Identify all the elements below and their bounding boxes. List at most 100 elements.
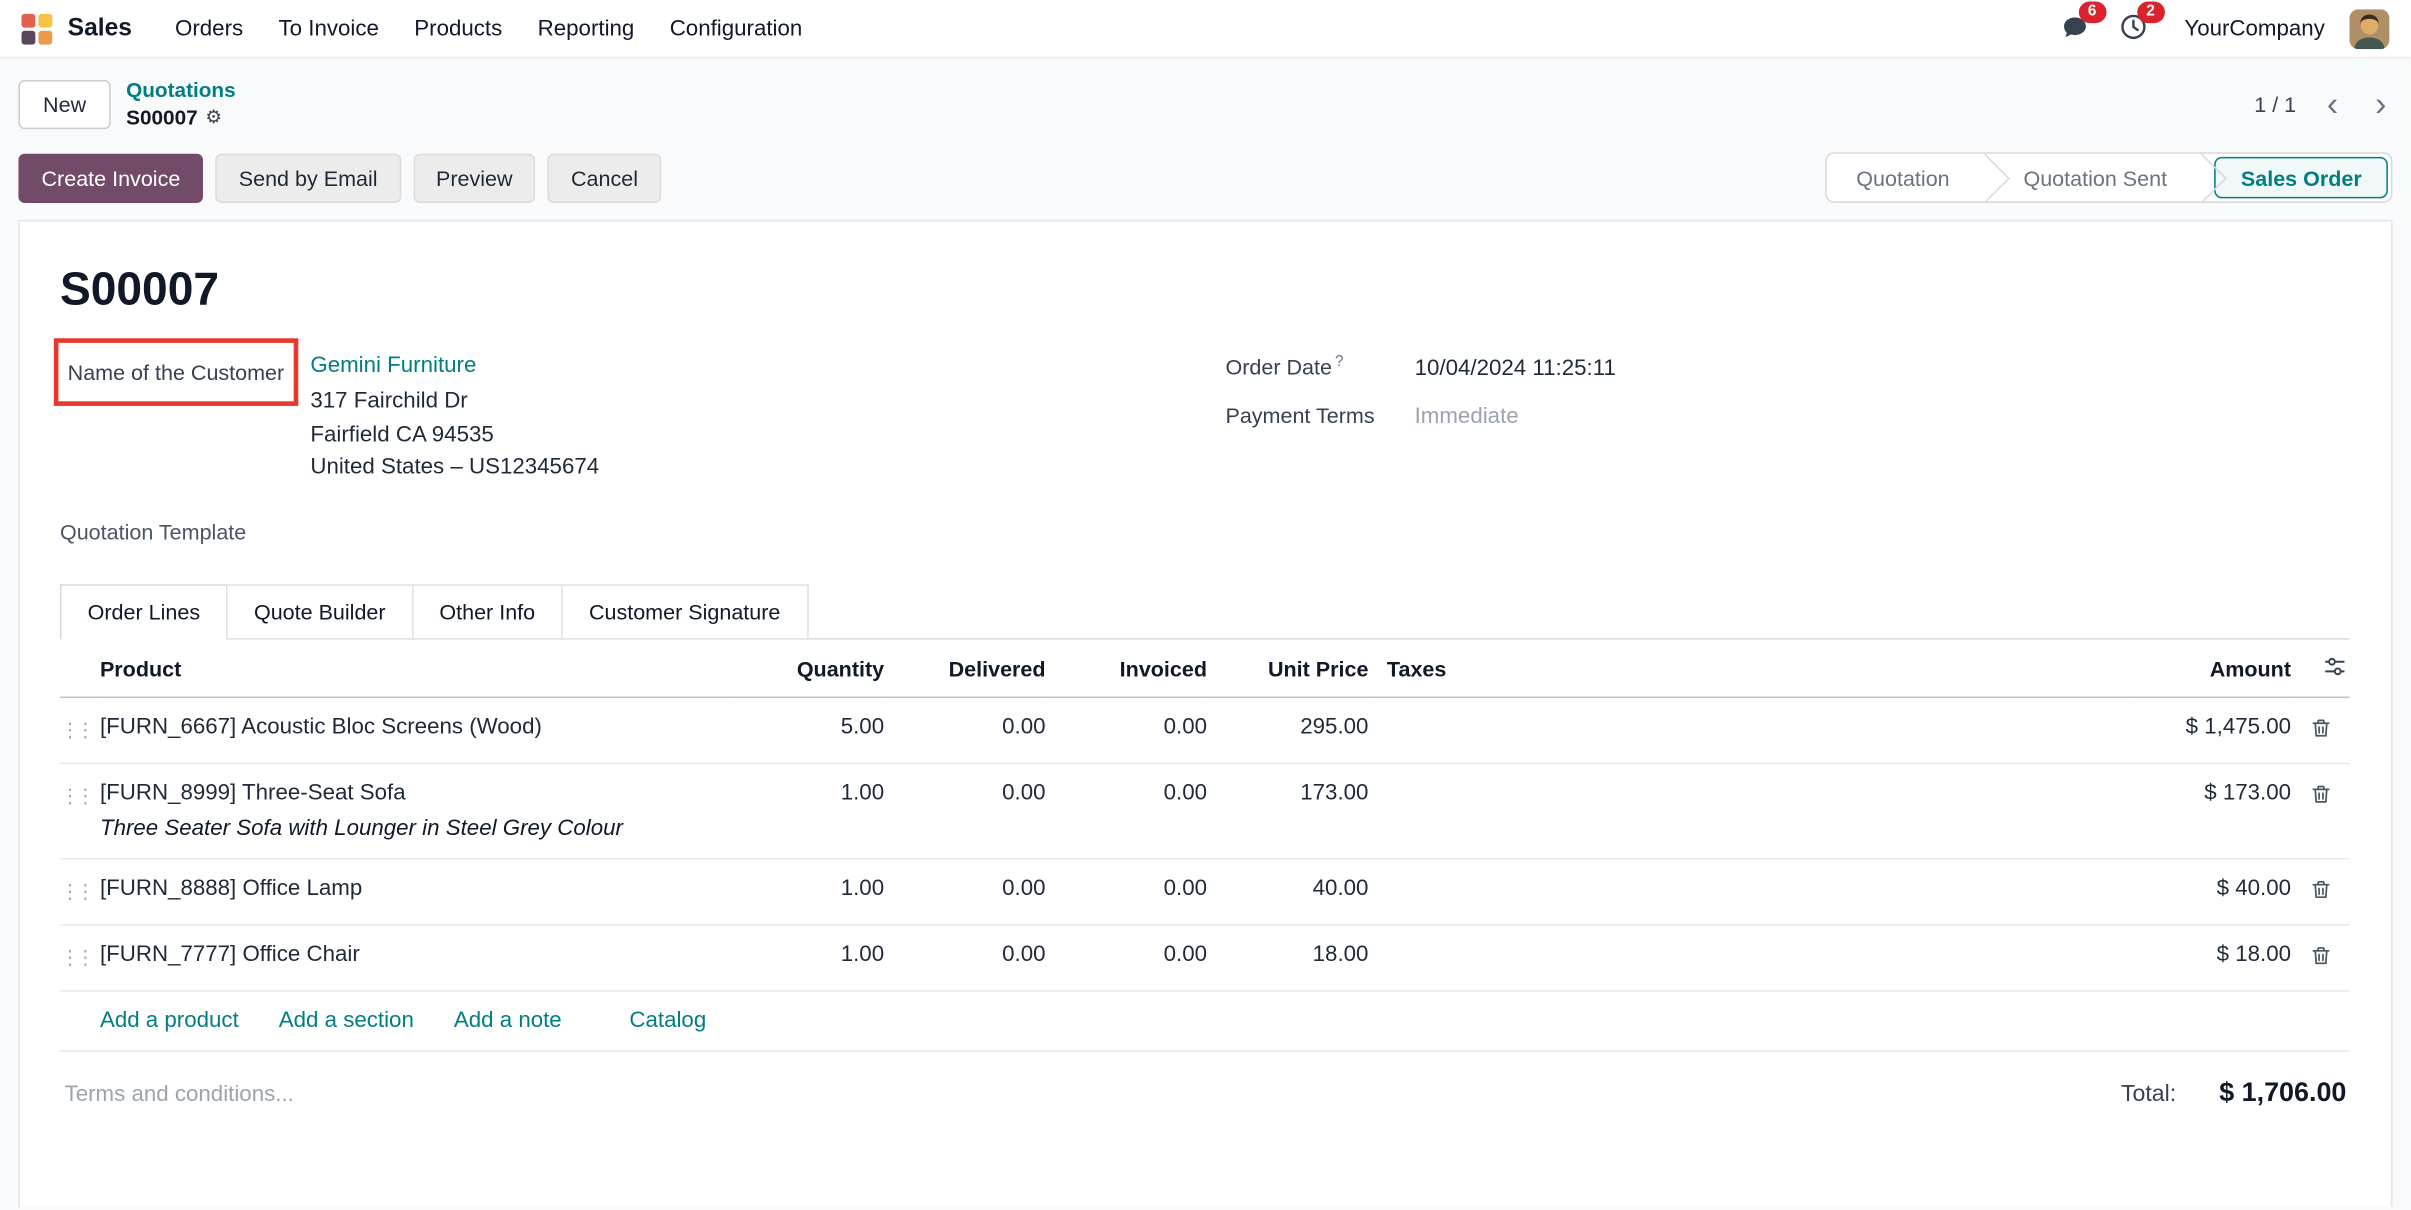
product-name[interactable]: [FURN_8999] Three-Seat Sofa [100,780,730,805]
sheet-wrap: S00007 Name of the Customer Gemini Furni… [0,220,2411,1207]
delete-row-icon[interactable] [2309,714,2332,745]
optional-columns-icon[interactable] [2323,654,2349,682]
create-invoice-button[interactable]: Create Invoice [18,153,203,202]
pager-previous-icon[interactable]: ‹ [2321,88,2345,122]
taxes-cell[interactable] [1368,924,2131,990]
payment-terms-value[interactable]: Immediate [1415,404,1519,429]
taxes-cell[interactable] [1368,763,2131,858]
status-step-quotation-sent[interactable]: Quotation Sent [1994,154,2196,202]
preview-button[interactable]: Preview [413,153,536,202]
unit-price-cell[interactable]: 173.00 [1207,763,1368,858]
product-name[interactable]: [FURN_7777] Office Chair [100,942,730,967]
delivered-cell[interactable]: 0.00 [884,763,1045,858]
product-name[interactable]: [FURN_8888] Office Lamp [100,876,730,901]
delete-row-icon[interactable] [2309,876,2332,907]
invoiced-cell[interactable]: 0.00 [1046,697,1207,763]
app-window: Sales Orders To Invoice Products Reporti… [0,0,2411,1210]
total-label: Total: [2121,1080,2176,1106]
user-avatar[interactable] [2349,8,2389,48]
form-columns: Name of the Customer Gemini Furniture 31… [60,338,2349,485]
company-switcher[interactable]: YourCompany [2184,16,2324,41]
status-step-sales-order[interactable]: Sales Order [2215,157,2388,199]
order-lines-table: Product Quantity Delivered Invoiced Unit… [60,639,2349,991]
col-header-quantity[interactable]: Quantity [730,639,884,697]
activities-button[interactable]: 2 [2117,12,2151,46]
activities-badge: 2 [2137,1,2165,23]
customer-name-link[interactable]: Gemini Furniture [310,354,599,379]
apps-icon-square [38,13,52,27]
taxes-cell[interactable] [1368,858,2131,924]
delivered-cell[interactable]: 0.00 [884,858,1045,924]
notebook-tabs: Order Lines Quote Builder Other Info Cus… [60,584,2349,639]
unit-price-cell[interactable]: 40.00 [1207,858,1368,924]
product-name[interactable]: [FURN_6667] Acoustic Bloc Screens (Wood) [100,714,730,739]
terms-and-conditions-input[interactable]: Terms and conditions... [60,1082,294,1107]
tab-customer-signature[interactable]: Customer Signature [561,584,808,639]
col-header-product[interactable]: Product [100,639,730,697]
delete-row-icon[interactable] [2309,942,2332,973]
add-product-link[interactable]: Add a product [100,1008,239,1033]
invoiced-cell[interactable]: 0.00 [1046,763,1207,858]
invoiced-cell[interactable]: 0.00 [1046,858,1207,924]
quantity-cell[interactable]: 5.00 [730,697,884,763]
table-row[interactable]: ⋮⋮ [FURN_6667] Acoustic Bloc Screens (Woo… [60,697,2349,763]
delete-row-icon[interactable] [2309,780,2332,811]
quotation-template-label[interactable]: Quotation Template [60,519,2349,544]
address-line: 317 Fairchild Dr [310,386,599,419]
navbar-systray: 6 2 YourCompany [2058,8,2389,48]
help-icon[interactable]: ? [1335,354,1344,371]
pager-next-icon[interactable]: › [2369,88,2393,122]
status-step-quotation[interactable]: Quotation [1827,154,1979,202]
tab-order-lines[interactable]: Order Lines [60,584,228,639]
menu-products[interactable]: Products [414,16,502,41]
new-button[interactable]: New [18,80,110,129]
table-row[interactable]: ⋮⋮[FURN_7777] Office Chair1.000.000.0018… [60,924,2349,990]
col-header-invoiced[interactable]: Invoiced [1046,639,1207,697]
taxes-cell[interactable] [1368,697,2131,763]
add-section-link[interactable]: Add a section [279,1008,414,1033]
add-note-link[interactable]: Add a note [454,1008,562,1033]
table-row[interactable]: ⋮⋮ [FURN_8999] Three-Seat Sofa Three Seate… [60,763,2349,858]
quantity-cell[interactable]: 1.00 [730,858,884,924]
drag-handle-icon[interactable]: ⋮⋮ [60,876,91,904]
cancel-button[interactable]: Cancel [548,153,661,202]
pager: 1 / 1 ‹ › [2254,88,2392,122]
breadcrumb-quotations-link[interactable]: Quotations [126,78,236,105]
delivered-cell[interactable]: 0.00 [884,924,1045,990]
drag-handle-icon[interactable]: ⋮⋮ [60,942,91,970]
app-name[interactable]: Sales [68,15,132,43]
quantity-cell[interactable]: 1.00 [730,763,884,858]
order-date-value[interactable]: 10/04/2024 11:25:11 [1415,356,1616,381]
unit-price-cell[interactable]: 18.00 [1207,924,1368,990]
page-title: S00007 [60,264,2349,316]
product-description[interactable]: Three Seater Sofa with Lounger in Steel … [100,816,730,841]
gear-icon[interactable]: ⚙ [205,106,222,130]
invoiced-cell[interactable]: 0.00 [1046,924,1207,990]
menu-configuration[interactable]: Configuration [670,16,803,41]
tab-other-info[interactable]: Other Info [412,584,563,639]
quantity-cell[interactable]: 1.00 [730,924,884,990]
drag-handle-icon[interactable]: ⋮⋮ [60,780,91,808]
menu-orders[interactable]: Orders [175,16,243,41]
col-header-unit-price[interactable]: Unit Price [1207,639,1368,697]
statusbar: Quotation Quotation Sent Sales Order [1826,152,2393,203]
catalog-link[interactable]: Catalog [629,1008,706,1033]
drag-handle-icon[interactable]: ⋮⋮ [60,714,91,742]
order-date-field: Order Date? 10/04/2024 11:25:11 [1225,354,2349,381]
delivered-cell[interactable]: 0.00 [884,697,1045,763]
unit-price-cell[interactable]: 295.00 [1207,697,1368,763]
menu-to-invoice[interactable]: To Invoice [279,16,379,41]
col-header-delivered[interactable]: Delivered [884,639,1045,697]
send-by-email-button[interactable]: Send by Email [216,153,401,202]
messages-button[interactable]: 6 [2058,12,2092,46]
tab-quote-builder[interactable]: Quote Builder [226,584,413,639]
control-panel: New Quotations S00007 ⚙ 1 / 1 ‹ › Create… [0,58,2411,219]
col-header-amount[interactable]: Amount [2131,639,2291,697]
table-row[interactable]: ⋮⋮[FURN_8888] Office Lamp1.000.000.0040.… [60,858,2349,924]
action-row: Create Invoice Send by Email Preview Can… [18,152,2392,203]
customer-label-highlight-box: Name of the Customer [54,338,298,406]
customer-address: 317 Fairchild Dr Fairfield CA 94535 Unit… [310,386,599,485]
col-header-taxes[interactable]: Taxes [1368,639,2131,697]
menu-reporting[interactable]: Reporting [538,16,635,41]
apps-menu-icon[interactable] [22,13,53,44]
